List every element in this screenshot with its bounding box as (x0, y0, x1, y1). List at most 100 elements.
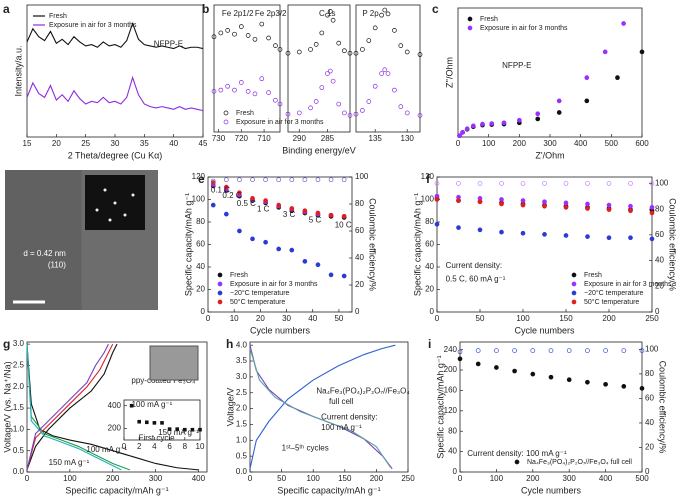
marker (259, 76, 265, 82)
annotation: 100 mA g⁻¹ (132, 400, 173, 409)
x-tick-label: 0 (206, 314, 211, 323)
marker (328, 177, 334, 183)
marker (571, 299, 577, 305)
marker (218, 30, 224, 36)
y-tick-label: 1.5 (13, 403, 25, 412)
marker (319, 85, 325, 90)
marker (145, 420, 149, 425)
marker (277, 47, 283, 52)
y-tick-label: 120 (444, 406, 458, 415)
marker (499, 229, 504, 235)
x-axis-label: Cycle numbers (521, 485, 582, 495)
marker (238, 80, 244, 85)
y2-tick-label: 0 (355, 307, 360, 316)
marker (520, 198, 526, 203)
legend-label: −20°C temperature (584, 289, 644, 297)
y-tick-label: 60 (425, 240, 434, 249)
marker (266, 35, 271, 41)
marker (512, 368, 517, 374)
marker (535, 111, 541, 117)
x-tick-label: 10 (196, 442, 205, 451)
marker (385, 11, 391, 17)
x-tick-label: 0 (122, 442, 127, 451)
y2-tick-label: 60 (355, 226, 364, 235)
panel: f0 50 100 150 200 250020406080100120020406080… (412, 172, 677, 335)
legend-label: Exposure in air for 3 months (49, 22, 137, 29)
marker (477, 181, 483, 186)
marker (237, 190, 242, 196)
marker (223, 211, 229, 217)
x-tick-label: 30 (111, 139, 120, 148)
marker (456, 198, 461, 203)
annotation: 0.1 C (211, 186, 230, 195)
marker (542, 232, 547, 237)
y-axis-label: Specific capacity/mAh g⁻¹ (412, 193, 422, 296)
y-tick-label: 2.5 (236, 388, 248, 397)
y2-tick-label: 100 (645, 344, 659, 353)
marker (302, 208, 308, 214)
marker (276, 246, 282, 252)
marker (628, 235, 633, 241)
y-axis-label: Intensity/a.u. (13, 45, 23, 96)
annotation: 100 mA g⁻¹ (86, 445, 127, 454)
annotation: 100 mA g⁻¹ (321, 423, 362, 432)
x-tick-label: 0 (458, 474, 463, 483)
y2-tick-label: 0 (655, 307, 660, 316)
marker (494, 365, 499, 370)
marker (585, 181, 590, 186)
x-tick-label: 20 (52, 139, 61, 148)
marker (639, 386, 645, 391)
annotation: Current density: (446, 261, 502, 270)
marker (542, 181, 547, 186)
y2-tick-label: 20 (645, 443, 654, 452)
annotation: P 2p (362, 9, 379, 18)
annotation: Current density: (321, 413, 377, 422)
y2-tick-label: 100 (355, 172, 369, 181)
y-axis-label: Voltage/V (vs. Na⁺/Na) (2, 361, 12, 452)
marker (563, 181, 569, 186)
marker (649, 236, 655, 242)
annotation: First cycle (139, 433, 176, 442)
marker (308, 105, 313, 111)
x-tick-label: 25 (81, 139, 90, 148)
marker (480, 121, 485, 127)
y2-tick-label: 100 (655, 179, 669, 188)
x-tick-label: 400 (192, 474, 206, 483)
marker (237, 228, 242, 234)
legend-label: 50°C temperature (584, 298, 639, 306)
marker (250, 236, 255, 242)
fft-spot (95, 208, 99, 212)
marker (313, 99, 319, 104)
legend-label: Fresh (584, 272, 602, 279)
marker (237, 177, 242, 183)
x-tick-label: 0 (456, 139, 461, 148)
marker (263, 239, 268, 245)
series-line (249, 344, 396, 469)
marker (404, 110, 410, 116)
y2-axis-label: Coulombic efficiency/% (668, 198, 678, 291)
marker (328, 212, 334, 218)
marker (457, 356, 463, 362)
x-tick-label: 400 (599, 474, 613, 483)
marker (398, 43, 404, 48)
panel: c 0 100 200 300 400 500 600 Z'/Ohm Z''/Ohm NFPP-E F… (432, 2, 649, 160)
annotation: Fe 2p3/2 (255, 9, 287, 18)
x-axis-label: Cycle numbers (250, 325, 311, 335)
y2-tick-label: 80 (655, 204, 664, 213)
marker (223, 119, 229, 125)
panel: 290 285 Binding energy/eV C 1s (282, 4, 356, 155)
marker (289, 206, 295, 211)
series-line (26, 21, 204, 50)
marker (464, 126, 470, 132)
y-tick-label: 0 (453, 467, 458, 476)
marker (475, 348, 481, 353)
x-tick-label: 100 (482, 139, 496, 148)
x-axis-label: Specific capacity/mAh g⁻¹ (277, 485, 380, 495)
y-tick-label: 2.5 (13, 361, 25, 370)
marker (198, 427, 202, 432)
panel-label: e (198, 172, 205, 186)
y-tick-label: 100 (192, 195, 206, 204)
y-tick-label: 200 (444, 365, 458, 374)
marker (606, 207, 612, 212)
marker (649, 205, 655, 210)
